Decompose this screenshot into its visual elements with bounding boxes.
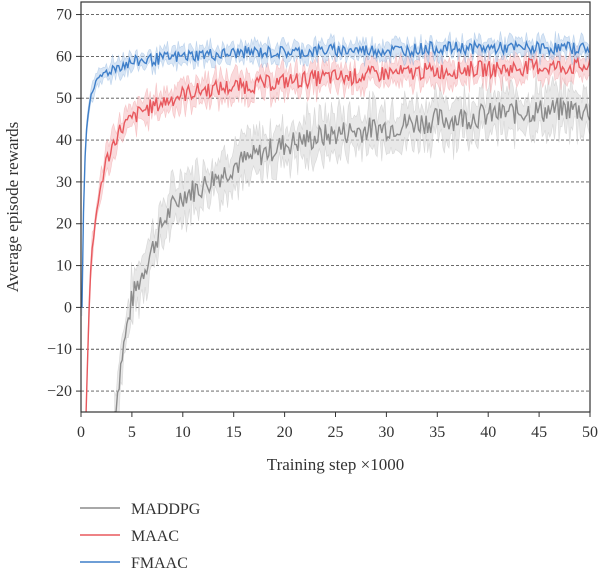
y-tick-label: −20 bbox=[47, 383, 72, 400]
y-tick-label: −10 bbox=[47, 341, 72, 358]
series-line-maddpg bbox=[114, 97, 591, 413]
x-tick-label: 25 bbox=[328, 424, 344, 441]
x-tick-label: 10 bbox=[175, 424, 191, 441]
confidence-band-maddpg bbox=[114, 68, 590, 413]
y-axis-title: Average episode rewards bbox=[3, 122, 22, 293]
x-axis: 0 5 10 15 20 25 30 35 40 45 50 bbox=[77, 412, 598, 441]
x-tick-label: 5 bbox=[128, 424, 136, 441]
y-tick-label: 0 bbox=[64, 299, 72, 316]
band-layer bbox=[81, 31, 591, 413]
x-tick-label: 35 bbox=[429, 424, 445, 441]
y-tick-label: 30 bbox=[56, 174, 72, 191]
x-tick-label: 20 bbox=[277, 424, 293, 441]
y-tick-label: 60 bbox=[56, 48, 72, 65]
y-tick-label: 70 bbox=[56, 7, 72, 24]
series-line-fmaac bbox=[81, 39, 590, 308]
line-layer bbox=[81, 39, 591, 413]
x-tick-label: 0 bbox=[77, 424, 85, 441]
x-tick-label: 30 bbox=[378, 424, 394, 441]
y-tick-label: 50 bbox=[56, 90, 72, 107]
legend-label-fmaac: FMAAC bbox=[131, 555, 188, 572]
y-tick-label: 10 bbox=[56, 258, 72, 275]
y-tick-label: 20 bbox=[56, 216, 72, 233]
x-tick-label: 15 bbox=[226, 424, 242, 441]
y-axis: −20 −10 0 10 20 30 40 50 60 70 bbox=[47, 7, 81, 400]
legend: MADDPG MAAC FMAAC bbox=[80, 501, 201, 572]
x-axis-title: Training step ×1000 bbox=[267, 455, 404, 474]
x-tick-label: 40 bbox=[480, 424, 496, 441]
legend-label-maac: MAAC bbox=[131, 528, 179, 545]
x-tick-label: 45 bbox=[531, 424, 547, 441]
legend-label-maddpg: MADDPG bbox=[131, 501, 201, 518]
series-line-maac bbox=[85, 56, 591, 413]
x-tick-label: 50 bbox=[582, 424, 598, 441]
y-tick-label: 40 bbox=[56, 132, 72, 149]
